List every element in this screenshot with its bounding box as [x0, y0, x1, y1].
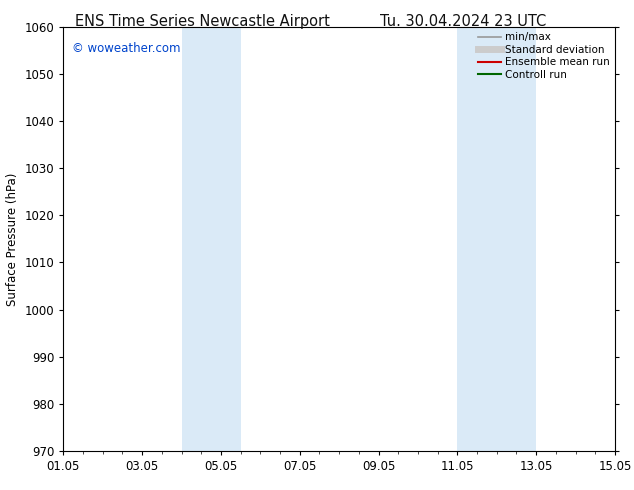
Legend: min/max, Standard deviation, Ensemble mean run, Controll run: min/max, Standard deviation, Ensemble me… — [476, 30, 612, 82]
Bar — [181, 27, 241, 451]
Y-axis label: Surface Pressure (hPa): Surface Pressure (hPa) — [6, 172, 19, 306]
Text: © woweather.com: © woweather.com — [72, 42, 180, 55]
Bar — [457, 27, 536, 451]
Text: Tu. 30.04.2024 23 UTC: Tu. 30.04.2024 23 UTC — [380, 14, 546, 29]
Text: ENS Time Series Newcastle Airport: ENS Time Series Newcastle Airport — [75, 14, 330, 29]
